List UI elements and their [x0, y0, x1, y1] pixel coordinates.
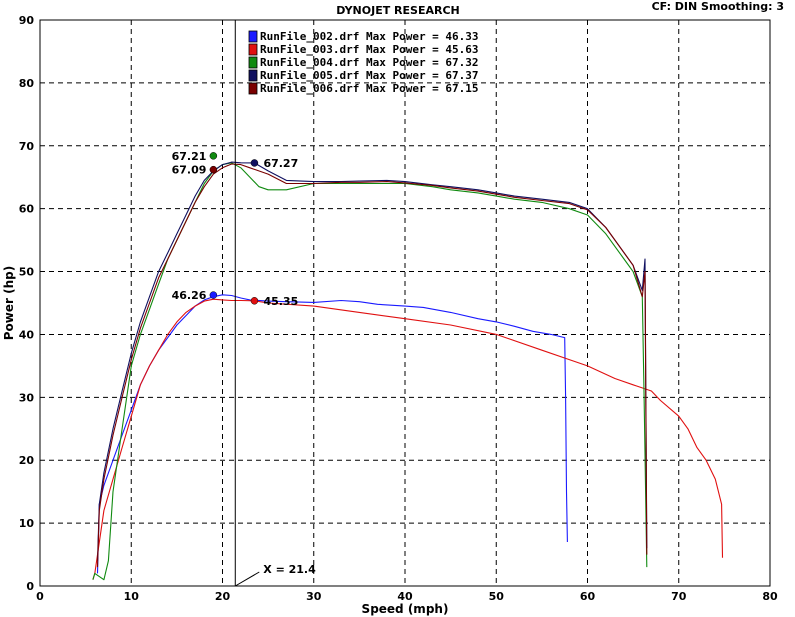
x-tick-label: 20: [215, 590, 231, 603]
y-tick-label: 90: [19, 14, 35, 27]
legend-swatch: [248, 30, 258, 43]
peak-markers: 46.26 45.35 67.21 67.27 67.09: [172, 150, 299, 308]
peak-marker: [209, 291, 218, 299]
y-tick-label: 70: [19, 140, 35, 153]
y-tick-label: 40: [19, 328, 35, 341]
x-tick-label: 60: [580, 590, 596, 603]
peak-label: 67.21: [172, 150, 207, 163]
peak-label: 67.09: [172, 164, 207, 177]
y-tick-label: 0: [26, 580, 34, 593]
y-tick-label: 50: [19, 266, 35, 279]
x-tick-label: 10: [124, 590, 140, 603]
x-axis-label: Speed (mph): [362, 602, 449, 616]
y-tick-label: 60: [19, 203, 35, 216]
series-lines: [92, 161, 724, 581]
peak-label: 67.27: [263, 157, 298, 170]
axis-ticks: 0 10 20 30 40 50 60 70 80 0 10 20 30 40 50 60 70 80 90: [19, 14, 778, 603]
peak-marker: [250, 159, 259, 167]
legend-entry: RunFile_002.drf Max Power = 46.33: [260, 30, 479, 43]
peak-label: 45.35: [263, 295, 298, 308]
series-line-5: [96, 163, 648, 568]
legend-entry: RunFile_004.drf Max Power = 67.32: [260, 56, 479, 69]
cursor-readout: X = 21.4: [263, 563, 316, 576]
x-tick-label: 40: [397, 590, 413, 603]
x-tick-label: 70: [671, 590, 687, 603]
chart-title: DYNOJET RESEARCH: [336, 4, 459, 17]
x-tick-label: 0: [36, 590, 44, 603]
peak-marker: [209, 152, 218, 160]
series-line-4: [96, 161, 648, 561]
series-line-3: [92, 162, 648, 581]
legend-entry: RunFile_005.drf Max Power = 67.37: [260, 69, 479, 82]
x-tick-label: 80: [762, 590, 778, 603]
x-tick-label: 30: [306, 590, 322, 603]
legend-swatch: [248, 82, 258, 95]
legend-entry: RunFile_003.drf Max Power = 45.63: [260, 43, 479, 56]
y-tick-label: 20: [19, 454, 35, 467]
cursor-pointer: [235, 571, 260, 587]
legend-swatch: [248, 69, 258, 82]
peak-label: 46.26: [172, 289, 207, 302]
cursor: X = 21.4: [234, 20, 316, 587]
peak-marker: [209, 165, 218, 174]
grid-lines: [40, 20, 770, 586]
x-tick-label: 50: [489, 590, 505, 603]
settings-readout: CF: DIN Smoothing: 3: [652, 0, 784, 13]
legend-swatch: [248, 43, 258, 56]
y-axis-label: Power (hp): [2, 266, 16, 340]
series-line-2: [92, 298, 724, 580]
legend-entry: RunFile_006.drf Max Power = 67.15: [260, 82, 479, 95]
y-tick-label: 80: [19, 77, 35, 90]
peak-marker: [250, 297, 259, 305]
y-tick-label: 10: [19, 517, 35, 530]
legend-swatch: [248, 56, 258, 69]
legend: RunFile_002.drf Max Power = 46.33RunFile…: [248, 30, 479, 95]
y-tick-label: 30: [19, 391, 35, 404]
